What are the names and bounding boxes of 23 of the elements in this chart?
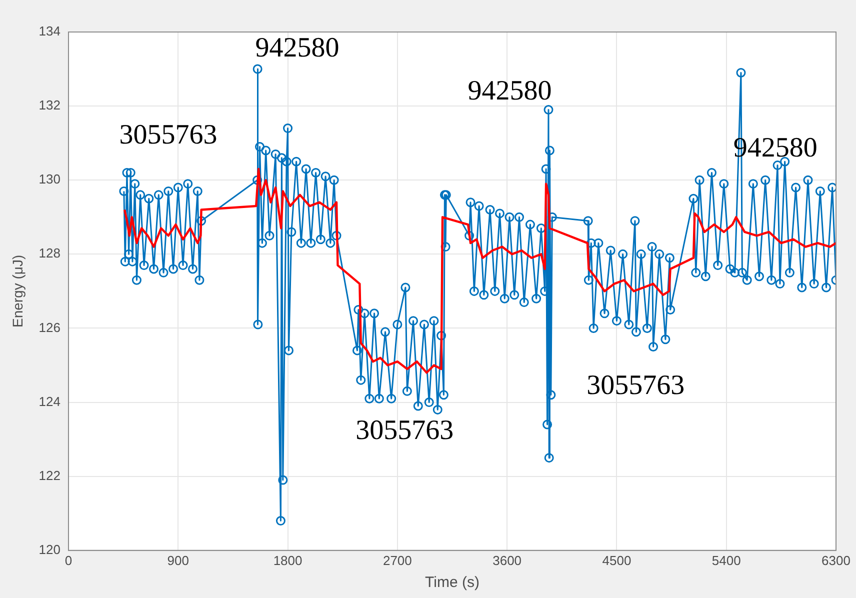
x-tick-label: 1800 — [273, 552, 302, 568]
y-tick-label: 130 — [38, 172, 60, 187]
x-axis-title: Time (s) — [425, 574, 480, 592]
annotation: 3055763 — [356, 415, 454, 446]
annotation: 942580 — [468, 75, 552, 106]
y-tick-label: 128 — [38, 246, 60, 261]
annotation: 3055763 — [586, 370, 685, 401]
y-tick-label: 122 — [38, 468, 60, 483]
y-tick-label: 124 — [38, 394, 60, 409]
y-tick-label: 126 — [38, 320, 60, 335]
x-tick-label: 900 — [167, 552, 189, 568]
annotation: 3055763 — [119, 120, 218, 151]
x-tick-label: 2700 — [382, 552, 412, 568]
x-tick-label: 3600 — [492, 552, 522, 568]
x-tick-label: 6300 — [822, 552, 850, 568]
x-tick-label: 4500 — [602, 552, 632, 568]
annotation: 942580 — [255, 32, 340, 64]
x-tick-label: 0 — [64, 552, 72, 568]
x-tick-label: 5400 — [712, 552, 741, 568]
y-tick-label: 134 — [38, 24, 60, 39]
y-tick-label: 120 — [38, 542, 60, 557]
y-tick-label: 132 — [38, 98, 60, 113]
y-axis-title: Energy (μJ) — [9, 254, 26, 328]
